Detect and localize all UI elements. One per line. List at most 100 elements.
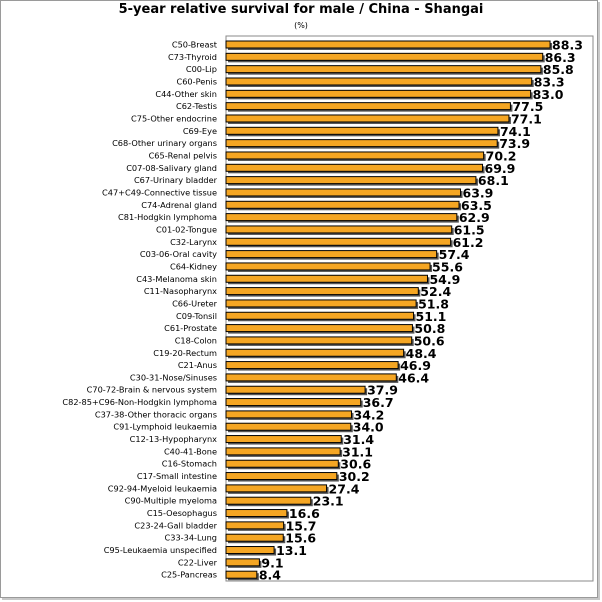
category-label: C70-72-Brain & nervous system	[87, 385, 217, 395]
value-label: 88.3	[552, 38, 583, 53]
category-label: C69-Eye	[183, 126, 217, 136]
value-label: 69.9	[485, 161, 516, 176]
category-label: C07-08-Salivary gland	[126, 163, 217, 173]
value-label: 27.4	[329, 481, 360, 496]
bar	[225, 546, 275, 555]
category-label: C11-Nasopharynx	[144, 286, 217, 296]
value-label: 85.8	[543, 62, 574, 77]
category-label: C68-Other urinary organs	[112, 138, 217, 148]
value-label: 15.6	[285, 531, 316, 546]
value-label: 86.3	[545, 50, 576, 65]
bar	[225, 262, 431, 271]
category-label: C90-Multiple myeloma	[125, 496, 217, 506]
category-label: C66-Ureter	[172, 298, 218, 308]
bar	[225, 89, 532, 98]
bar	[225, 299, 417, 308]
category-label: C95-Leukaemia unspecified	[104, 545, 217, 555]
category-label: C01-02-Tongue	[156, 224, 217, 234]
category-label: C33-34-Lung	[165, 533, 217, 543]
bar	[225, 176, 477, 185]
bar	[225, 139, 498, 148]
value-label: 77.5	[512, 99, 543, 114]
value-label: 61.2	[453, 235, 484, 250]
bar	[225, 509, 288, 518]
value-label: 73.9	[499, 136, 530, 151]
bar	[225, 336, 413, 345]
value-label: 9.1	[261, 555, 283, 570]
category-label: C62-Testis	[176, 101, 217, 111]
category-label: C67-Urinary bladder	[134, 175, 218, 185]
value-label: 70.2	[486, 148, 517, 163]
value-label: 30.6	[340, 457, 371, 472]
category-label: C12-13-Hypopharynx	[130, 434, 217, 444]
bar	[225, 200, 460, 209]
category-label: C40-41-Bone	[164, 446, 217, 456]
bar	[225, 274, 428, 283]
bar	[225, 126, 499, 135]
value-label: 16.6	[289, 506, 320, 521]
category-label: C00-Lip	[186, 64, 217, 74]
bar	[225, 114, 510, 123]
bar	[225, 459, 339, 468]
category-label: C92-94-Myeloid leukaemia	[108, 483, 217, 493]
value-label: 48.4	[406, 346, 437, 361]
value-label: 50.6	[414, 333, 445, 348]
chart-title: 5-year relative survival for male / Chin…	[118, 2, 484, 17]
value-label: 34.2	[354, 407, 385, 422]
category-label: C43-Melanoma skin	[136, 274, 217, 284]
bar	[225, 422, 352, 431]
category-label: C37-38-Other thoracic organs	[95, 409, 217, 419]
bar	[225, 188, 462, 197]
value-label: 37.9	[367, 383, 398, 398]
value-label: 77.1	[511, 111, 542, 126]
category-label: C82-85+C96-Non-Hodgkin lymphoma	[62, 397, 217, 407]
bar	[225, 447, 341, 456]
bar	[225, 361, 399, 370]
value-label: 30.2	[339, 469, 370, 484]
category-label: C18-Colon	[175, 335, 217, 345]
value-label: 23.1	[313, 494, 344, 509]
bar	[225, 77, 533, 86]
value-label: 8.4	[259, 568, 281, 583]
value-label: 61.5	[454, 222, 485, 237]
bar	[225, 225, 453, 234]
value-label: 52.4	[420, 284, 451, 299]
value-label: 31.1	[342, 444, 373, 459]
category-label: C61-Prostate	[164, 323, 217, 333]
bar	[225, 435, 342, 444]
bar	[225, 40, 551, 49]
value-label: 54.9	[429, 272, 460, 287]
value-label: 50.8	[414, 321, 445, 336]
category-label: C74-Adrenal gland	[141, 200, 217, 210]
category-label: C75-Other endocrine	[131, 113, 217, 123]
bar	[225, 102, 511, 111]
bar	[225, 410, 353, 419]
value-label: 46.4	[398, 370, 429, 385]
value-label: 68.1	[478, 173, 509, 188]
value-label: 46.9	[400, 358, 431, 373]
bar	[225, 151, 485, 160]
value-label: 51.8	[418, 296, 449, 311]
category-label: C30-31-Nose/Sinuses	[130, 372, 217, 382]
bar	[225, 237, 452, 246]
category-label: C60-Penis	[176, 76, 217, 86]
value-label: 36.7	[363, 395, 394, 410]
category-label: C50-Breast	[172, 40, 218, 50]
category-label: C65-Renal pelvis	[149, 150, 217, 160]
bar	[225, 521, 285, 530]
category-label: C16-Stomach	[162, 459, 217, 469]
value-label: 74.1	[500, 124, 531, 139]
bar	[225, 373, 397, 382]
category-label: C09-Tonsil	[176, 311, 217, 321]
bar	[225, 250, 438, 259]
value-label: 15.7	[286, 518, 317, 533]
value-label: 51.1	[416, 309, 447, 324]
bar	[225, 213, 458, 222]
category-label: C32-Larynx	[170, 237, 217, 247]
bar	[225, 52, 544, 61]
bar	[225, 570, 258, 579]
category-label: C73-Thyroid	[168, 52, 217, 62]
bar	[225, 385, 366, 394]
bar	[225, 348, 405, 357]
value-label: 57.4	[439, 247, 470, 262]
